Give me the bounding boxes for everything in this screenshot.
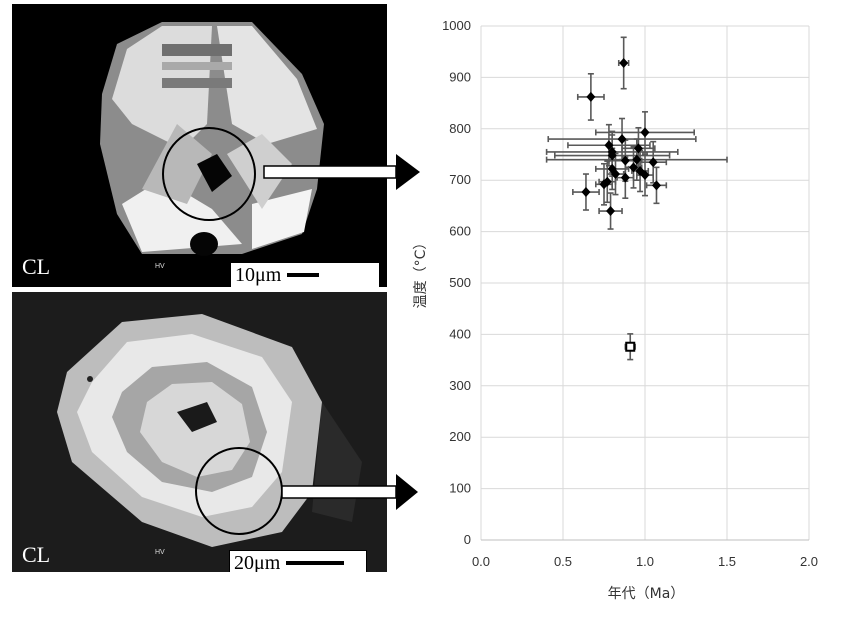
- x-tick-label: 0.0: [472, 554, 490, 569]
- y-tick-label: 400: [449, 326, 471, 341]
- chart-tick-labels: 0 100 200 300 400 500 600 700 800 900 1000 0.0 0.5 1.…: [442, 18, 818, 569]
- y-tick-label: 900: [449, 69, 471, 84]
- cl-label-top: CL: [22, 254, 51, 279]
- cl-image-top: CL HV 10μm: [12, 4, 387, 287]
- data-point-diamond: [617, 134, 627, 145]
- x-tick-label: 1.0: [636, 554, 654, 569]
- data-point-diamond: [607, 163, 617, 174]
- scale-bar-top: [287, 273, 320, 277]
- arrow-right-bottom: [281, 474, 418, 510]
- zircon-grain-top: [100, 22, 324, 256]
- data-point-diamond: [640, 170, 650, 181]
- zircon-grain-bottom: [57, 314, 362, 547]
- data-point-diamond: [610, 169, 620, 180]
- data-point-diamond: [635, 165, 645, 176]
- scale-text-top: 10μm: [235, 263, 282, 286]
- y-tick-label: 0: [464, 532, 471, 547]
- y-tick-label: 1000: [442, 18, 471, 33]
- data-point-diamond: [629, 162, 639, 173]
- y-tick-label: 800: [449, 121, 471, 136]
- y-tick-label: 500: [449, 275, 471, 290]
- y-tick-label: 700: [449, 172, 471, 187]
- scale-box-top: 10μm: [230, 262, 380, 287]
- hv-label-bottom: HV: [155, 549, 165, 556]
- data-point-diamond: [632, 154, 642, 165]
- y-tick-label: 100: [449, 481, 471, 496]
- y-axis-title: 温度（°C）: [413, 236, 429, 309]
- x-tick-label: 2.0: [800, 554, 818, 569]
- y-tick-label: 200: [449, 429, 471, 444]
- data-point-diamond: [599, 179, 609, 190]
- data-point-diamond: [633, 143, 643, 154]
- x-tick-label: 1.5: [718, 554, 736, 569]
- chart-points: [581, 58, 661, 352]
- data-point-diamond: [604, 140, 614, 151]
- y-tick-label: 600: [449, 224, 471, 239]
- chart-error-bars: [545, 36, 728, 361]
- cl-label-bottom: CL: [22, 542, 51, 567]
- data-point-diamond: [606, 206, 616, 217]
- scale-text-bottom: 20μm: [234, 551, 281, 573]
- x-axis-title: 年代（Ma）: [608, 586, 685, 602]
- data-point-square: [625, 341, 636, 352]
- y-tick-label: 300: [449, 378, 471, 393]
- data-point-diamond: [640, 127, 650, 138]
- data-point-diamond: [620, 155, 630, 166]
- data-point-diamond: [607, 150, 617, 161]
- data-point-diamond: [619, 58, 629, 69]
- data-point-diamond: [581, 187, 591, 198]
- chart-grid: [480, 25, 810, 541]
- hv-label-top: HV: [155, 263, 165, 270]
- data-point-diamond: [620, 172, 630, 183]
- data-point-diamond: [648, 157, 658, 168]
- arrow-right-top: [263, 154, 420, 190]
- data-point-diamond: [586, 91, 596, 102]
- x-tick-label: 0.5: [554, 554, 572, 569]
- cl-image-bottom: CL HV 20μm: [12, 292, 387, 572]
- scale-box-bottom: 20μm: [229, 550, 367, 572]
- scatter-chart: 0 100 200 300 400 500 600 700 800 900 1000 0.0 0.5 1.…: [413, 18, 818, 602]
- data-point-diamond: [651, 180, 661, 191]
- scale-bar-bottom: [286, 561, 345, 565]
